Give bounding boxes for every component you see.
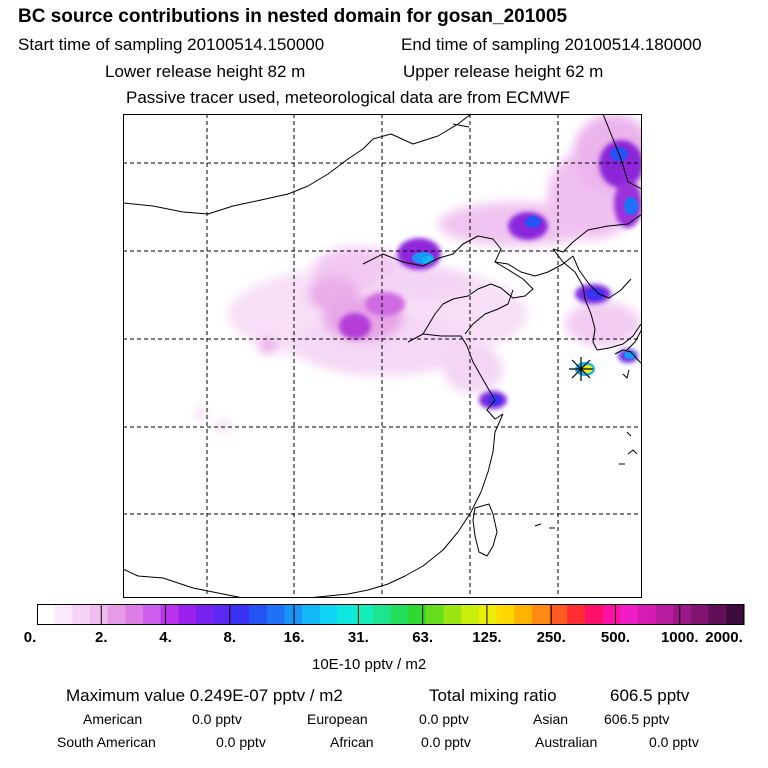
region-name-european: European	[307, 711, 368, 727]
region-value-asian: 606.5 pptv	[604, 711, 670, 727]
colorbar-cell	[143, 604, 162, 625]
colorbar-cell	[655, 604, 674, 625]
upper-release-label: Upper release height 62 m	[403, 62, 604, 81]
colorbar-tick-label: 500.	[600, 629, 631, 646]
colorbar-cell	[266, 604, 286, 625]
colorbar-cell	[54, 604, 73, 625]
colorbar-cell	[602, 604, 621, 625]
colorbar-cell	[355, 604, 374, 625]
colorbar-cell	[461, 604, 480, 625]
colorbar-tick-label: 125.	[472, 629, 502, 646]
colorbar-cell	[249, 604, 268, 625]
region-name-american: American	[83, 711, 143, 727]
map-panel	[123, 114, 642, 598]
colorbar-cell	[637, 604, 657, 625]
colorbar-tick-label: 16.	[283, 629, 305, 646]
colorbar-cell	[90, 604, 109, 625]
region-name-south-american: South American	[57, 734, 156, 750]
colorbar-cell	[549, 604, 568, 625]
total-mixing-ratio-label: Total mixing ratio	[429, 686, 557, 705]
colorbar	[37, 604, 745, 625]
colorbar-cell	[620, 604, 639, 625]
colorbar-cell	[231, 604, 250, 625]
colorbar-cell	[708, 604, 727, 625]
colorbar-cell	[213, 604, 233, 625]
colorbar-cell	[319, 604, 339, 625]
graticule	[123, 114, 642, 598]
colorbar-cell	[408, 604, 427, 625]
colorbar-cell	[496, 604, 515, 625]
colorbar-tick-label: 2000.	[705, 629, 743, 646]
colorbar-cell	[584, 604, 604, 625]
colorbar-cell	[478, 604, 498, 625]
plot-title: BC source contributions in nested domain…	[18, 6, 568, 27]
total-mixing-ratio-value: 606.5 pptv	[610, 686, 690, 705]
colorbar-cell	[107, 604, 126, 625]
colorbar-cell	[37, 604, 56, 625]
region-name-australian: Australian	[535, 734, 598, 750]
region-value-american: 0.0 pptv	[192, 711, 242, 727]
maximum-value: Maximum value 0.249E-07 pptv / m2	[66, 686, 343, 705]
colorbar-cell	[531, 604, 551, 625]
colorbar-tick-label: 2.	[95, 629, 108, 646]
end-time-label: End time of sampling 20100514.180000	[401, 35, 702, 54]
colorbar-cell	[726, 604, 745, 625]
colorbar-cell	[425, 604, 445, 625]
colorbar-cell	[372, 604, 392, 625]
colorbar-cell	[673, 604, 692, 625]
colorbar-cell	[567, 604, 586, 625]
region-name-african: African	[330, 734, 374, 750]
colorbar-cell	[302, 604, 321, 625]
colorbar-unit: 10E-10 pptv / m2	[312, 656, 427, 673]
colorbar-tick-label: 63.	[412, 629, 434, 646]
start-time-label: Start time of sampling 20100514.150000	[18, 35, 325, 54]
region-name-asian: Asian	[533, 711, 569, 727]
colorbar-cell	[514, 604, 533, 625]
colorbar-cell	[443, 604, 462, 625]
colorbar-cell	[196, 604, 215, 625]
lower-release-label: Lower release height 82 m	[105, 62, 306, 81]
colorbar-tick-label: 1000.	[660, 629, 699, 646]
colorbar-tick-label: 31.	[347, 629, 369, 646]
region-value-european: 0.0 pptv	[419, 711, 469, 727]
colorbar-cell	[390, 604, 409, 625]
coastlines-borders	[123, 114, 642, 598]
tracer-note: Passive tracer used, meteorological data…	[126, 88, 571, 107]
colorbar-tick-label: 4.	[159, 629, 172, 646]
colorbar-cell	[72, 604, 91, 625]
colorbar-cell	[337, 604, 356, 625]
region-value-african: 0.0 pptv	[421, 734, 471, 750]
colorbar-tick-label: 8.	[223, 629, 237, 646]
region-value-australian: 0.0 pptv	[649, 734, 699, 750]
receptor-marker	[569, 357, 593, 381]
colorbar-cell	[160, 604, 180, 625]
region-value-south-american: 0.0 pptv	[216, 734, 266, 750]
colorbar-tick-label: 0.	[23, 629, 37, 646]
map-frame	[123, 114, 642, 598]
colorbar-cell	[178, 604, 197, 625]
colorbar-cell	[690, 604, 710, 625]
colorbar-tick-label: 250.	[536, 629, 566, 646]
colorbar-cell	[125, 604, 144, 625]
